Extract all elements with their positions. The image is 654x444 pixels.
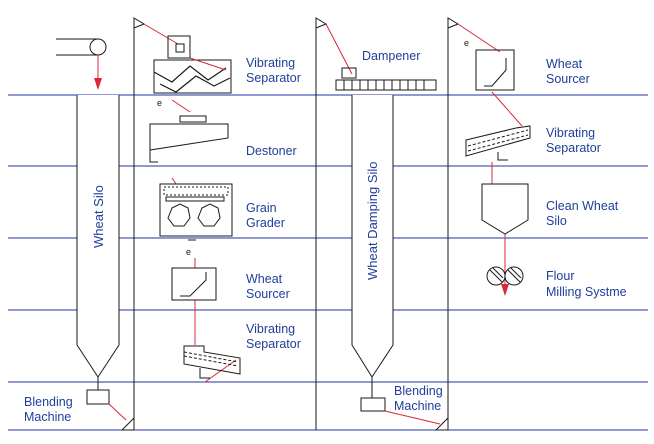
vibrating-separator-2-label: Vibrating Separator bbox=[246, 322, 301, 351]
svg-text:e: e bbox=[186, 247, 191, 257]
flow-blender-left-out bbox=[108, 403, 127, 421]
wheat-damping-silo-label: Wheat Damping Silo bbox=[365, 162, 380, 281]
building-verticals bbox=[133, 18, 449, 430]
wheat-sourcer-right-label: Wheat Sourcer bbox=[546, 57, 590, 86]
blending-machine-left-label: Blending Machine bbox=[24, 395, 76, 424]
blending-machine-left bbox=[86, 389, 110, 405]
flow-dampener-in bbox=[325, 23, 353, 75]
clean-wheat-silo bbox=[481, 183, 529, 235]
flow-column-2 bbox=[143, 23, 237, 383]
vibrating-separator-right bbox=[465, 125, 531, 161]
clean-wheat-silo-label: Clean Wheat Silo bbox=[546, 199, 622, 228]
svg-text:e: e bbox=[157, 98, 162, 108]
destoner: e bbox=[149, 98, 229, 163]
vibrating-separator-1-label: Vibrating Separator bbox=[246, 56, 301, 85]
flow-vs1-red bbox=[189, 57, 227, 71]
wheat-sourcer-right: e bbox=[464, 38, 515, 91]
grain-grader: e bbox=[159, 183, 233, 257]
flour-milling-label: Flour Milling Systme bbox=[546, 269, 627, 299]
vibrating-separator-1 bbox=[153, 35, 232, 94]
wheat-sourcer-mid-label: Wheat Sourcer bbox=[246, 272, 290, 301]
dampener bbox=[335, 67, 437, 91]
flow-column-4 bbox=[457, 23, 523, 292]
intake-conveyor bbox=[56, 38, 107, 56]
flour-milling-rollers bbox=[486, 266, 524, 286]
svg-text:e: e bbox=[464, 38, 469, 48]
bottom-flag-markers bbox=[120, 416, 449, 431]
vibrating-separator-2 bbox=[183, 345, 241, 379]
blending-machine-mid bbox=[360, 397, 386, 412]
dampener-label: Dampener bbox=[362, 49, 420, 63]
wheat-silo-label: Wheat Silo bbox=[91, 185, 106, 248]
wheat-sourcer-mid bbox=[171, 267, 217, 301]
grain-grader-label: Grain Grader bbox=[246, 201, 285, 230]
flow-final-arrowhead bbox=[501, 284, 509, 296]
flag-markers bbox=[133, 17, 460, 29]
flow-blender-mid-out bbox=[384, 410, 441, 425]
flow-intake-arrowhead bbox=[94, 78, 102, 90]
vibrating-separator-right-label: Vibrating Separator bbox=[546, 126, 601, 155]
blending-machine-mid-label: Blending Machine bbox=[394, 384, 446, 413]
destoner-label: Destoner bbox=[246, 144, 297, 158]
